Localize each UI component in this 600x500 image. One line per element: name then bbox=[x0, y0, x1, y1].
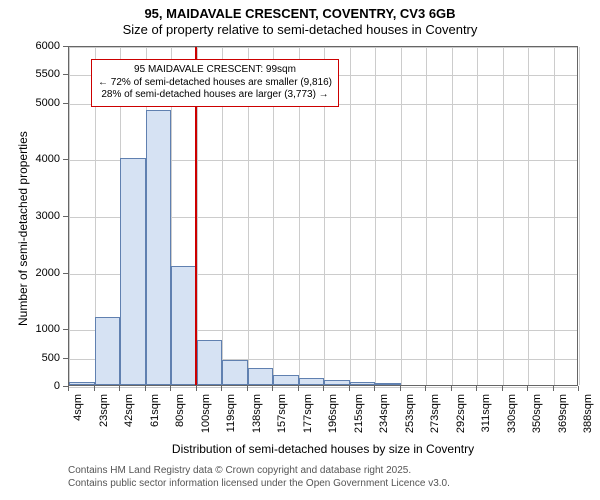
x-tick-mark bbox=[374, 386, 375, 391]
x-tick-mark bbox=[425, 386, 426, 391]
gridline-v bbox=[375, 47, 376, 385]
histogram-bar bbox=[324, 380, 350, 385]
callout-line1: 95 MAIDAVALE CRESCENT: 99sqm bbox=[98, 64, 332, 77]
chart-footer: Contains HM Land Registry data © Crown c… bbox=[68, 464, 450, 490]
x-tick-mark bbox=[553, 386, 554, 391]
y-tick-label: 6000 bbox=[26, 40, 60, 52]
x-tick-mark bbox=[349, 386, 350, 391]
y-tick-mark bbox=[63, 159, 68, 160]
x-tick-label: 311sqm bbox=[480, 394, 492, 444]
x-tick-mark bbox=[527, 386, 528, 391]
x-axis-title: Distribution of semi-detached houses by … bbox=[68, 442, 578, 456]
x-tick-mark bbox=[68, 386, 69, 391]
x-tick-label: 177sqm bbox=[302, 394, 314, 444]
x-tick-mark bbox=[502, 386, 503, 391]
x-tick-label: 234sqm bbox=[378, 394, 390, 444]
histogram-bar bbox=[350, 382, 376, 385]
y-tick-mark bbox=[63, 216, 68, 217]
gridline-v bbox=[426, 47, 427, 385]
y-tick-label: 4000 bbox=[26, 153, 60, 165]
y-tick-mark bbox=[63, 46, 68, 47]
y-tick-label: 0 bbox=[26, 380, 60, 392]
gridline-v bbox=[554, 47, 555, 385]
y-tick-mark bbox=[63, 329, 68, 330]
footer-line1: Contains HM Land Registry data © Crown c… bbox=[68, 464, 450, 477]
chart-title-block: 95, MAIDAVALE CRESCENT, COVENTRY, CV3 6G… bbox=[0, 0, 600, 37]
y-tick-label: 5500 bbox=[26, 68, 60, 80]
x-tick-label: 119sqm bbox=[225, 394, 237, 444]
gridline-v bbox=[69, 47, 70, 385]
x-tick-mark bbox=[145, 386, 146, 391]
plot-area: 95 MAIDAVALE CRESCENT: 99sqm← 72% of sem… bbox=[68, 46, 578, 386]
x-tick-label: 61sqm bbox=[149, 394, 161, 444]
gridline-v bbox=[350, 47, 351, 385]
histogram-bar bbox=[299, 378, 325, 385]
x-tick-mark bbox=[119, 386, 120, 391]
x-tick-mark bbox=[400, 386, 401, 391]
callout-line3: 28% of semi-detached houses are larger (… bbox=[98, 89, 332, 102]
histogram-bar bbox=[197, 340, 223, 385]
x-tick-label: 100sqm bbox=[200, 394, 212, 444]
x-tick-label: 350sqm bbox=[531, 394, 543, 444]
x-tick-label: 273sqm bbox=[429, 394, 441, 444]
x-tick-mark bbox=[272, 386, 273, 391]
x-tick-label: 196sqm bbox=[327, 394, 339, 444]
chart-title-line2: Size of property relative to semi-detach… bbox=[0, 22, 600, 37]
histogram-bar bbox=[146, 110, 172, 385]
histogram-bar bbox=[95, 317, 121, 385]
gridline-v bbox=[452, 47, 453, 385]
x-tick-label: 138sqm bbox=[251, 394, 263, 444]
x-tick-mark bbox=[323, 386, 324, 391]
gridline-v bbox=[477, 47, 478, 385]
x-tick-mark bbox=[94, 386, 95, 391]
y-tick-label: 500 bbox=[26, 352, 60, 364]
histogram-bar bbox=[69, 382, 95, 385]
x-tick-label: 388sqm bbox=[582, 394, 594, 444]
histogram-bar bbox=[273, 375, 299, 385]
y-tick-mark bbox=[63, 358, 68, 359]
gridline-v bbox=[503, 47, 504, 385]
x-tick-mark bbox=[221, 386, 222, 391]
y-tick-label: 1000 bbox=[26, 323, 60, 335]
x-tick-mark bbox=[247, 386, 248, 391]
y-tick-label: 2000 bbox=[26, 267, 60, 279]
histogram-bar bbox=[171, 266, 197, 385]
x-tick-mark bbox=[196, 386, 197, 391]
gridline-v bbox=[579, 47, 580, 385]
y-tick-mark bbox=[63, 273, 68, 274]
histogram-bar bbox=[375, 383, 401, 385]
x-tick-mark bbox=[578, 386, 579, 391]
gridline-v bbox=[528, 47, 529, 385]
x-tick-label: 330sqm bbox=[506, 394, 518, 444]
x-tick-label: 253sqm bbox=[404, 394, 416, 444]
x-tick-mark bbox=[451, 386, 452, 391]
x-tick-mark bbox=[298, 386, 299, 391]
x-tick-label: 157sqm bbox=[276, 394, 288, 444]
x-tick-label: 369sqm bbox=[557, 394, 569, 444]
y-tick-mark bbox=[63, 103, 68, 104]
footer-line2: Contains public sector information licen… bbox=[68, 477, 450, 490]
y-tick-label: 3000 bbox=[26, 210, 60, 222]
histogram-bar bbox=[248, 368, 274, 385]
x-tick-label: 23sqm bbox=[98, 394, 110, 444]
x-tick-mark bbox=[170, 386, 171, 391]
property-callout: 95 MAIDAVALE CRESCENT: 99sqm← 72% of sem… bbox=[91, 59, 339, 107]
callout-line2: ← 72% of semi-detached houses are smalle… bbox=[98, 77, 332, 90]
x-tick-label: 80sqm bbox=[174, 394, 186, 444]
x-tick-mark bbox=[476, 386, 477, 391]
x-tick-label: 292sqm bbox=[455, 394, 467, 444]
x-tick-label: 4sqm bbox=[72, 394, 84, 444]
histogram-bar bbox=[222, 360, 248, 386]
x-tick-label: 215sqm bbox=[353, 394, 365, 444]
x-tick-label: 42sqm bbox=[123, 394, 135, 444]
y-tick-mark bbox=[63, 74, 68, 75]
gridline-v bbox=[401, 47, 402, 385]
chart-title-line1: 95, MAIDAVALE CRESCENT, COVENTRY, CV3 6G… bbox=[0, 6, 600, 21]
histogram-bar bbox=[120, 158, 146, 385]
y-tick-label: 5000 bbox=[26, 97, 60, 109]
